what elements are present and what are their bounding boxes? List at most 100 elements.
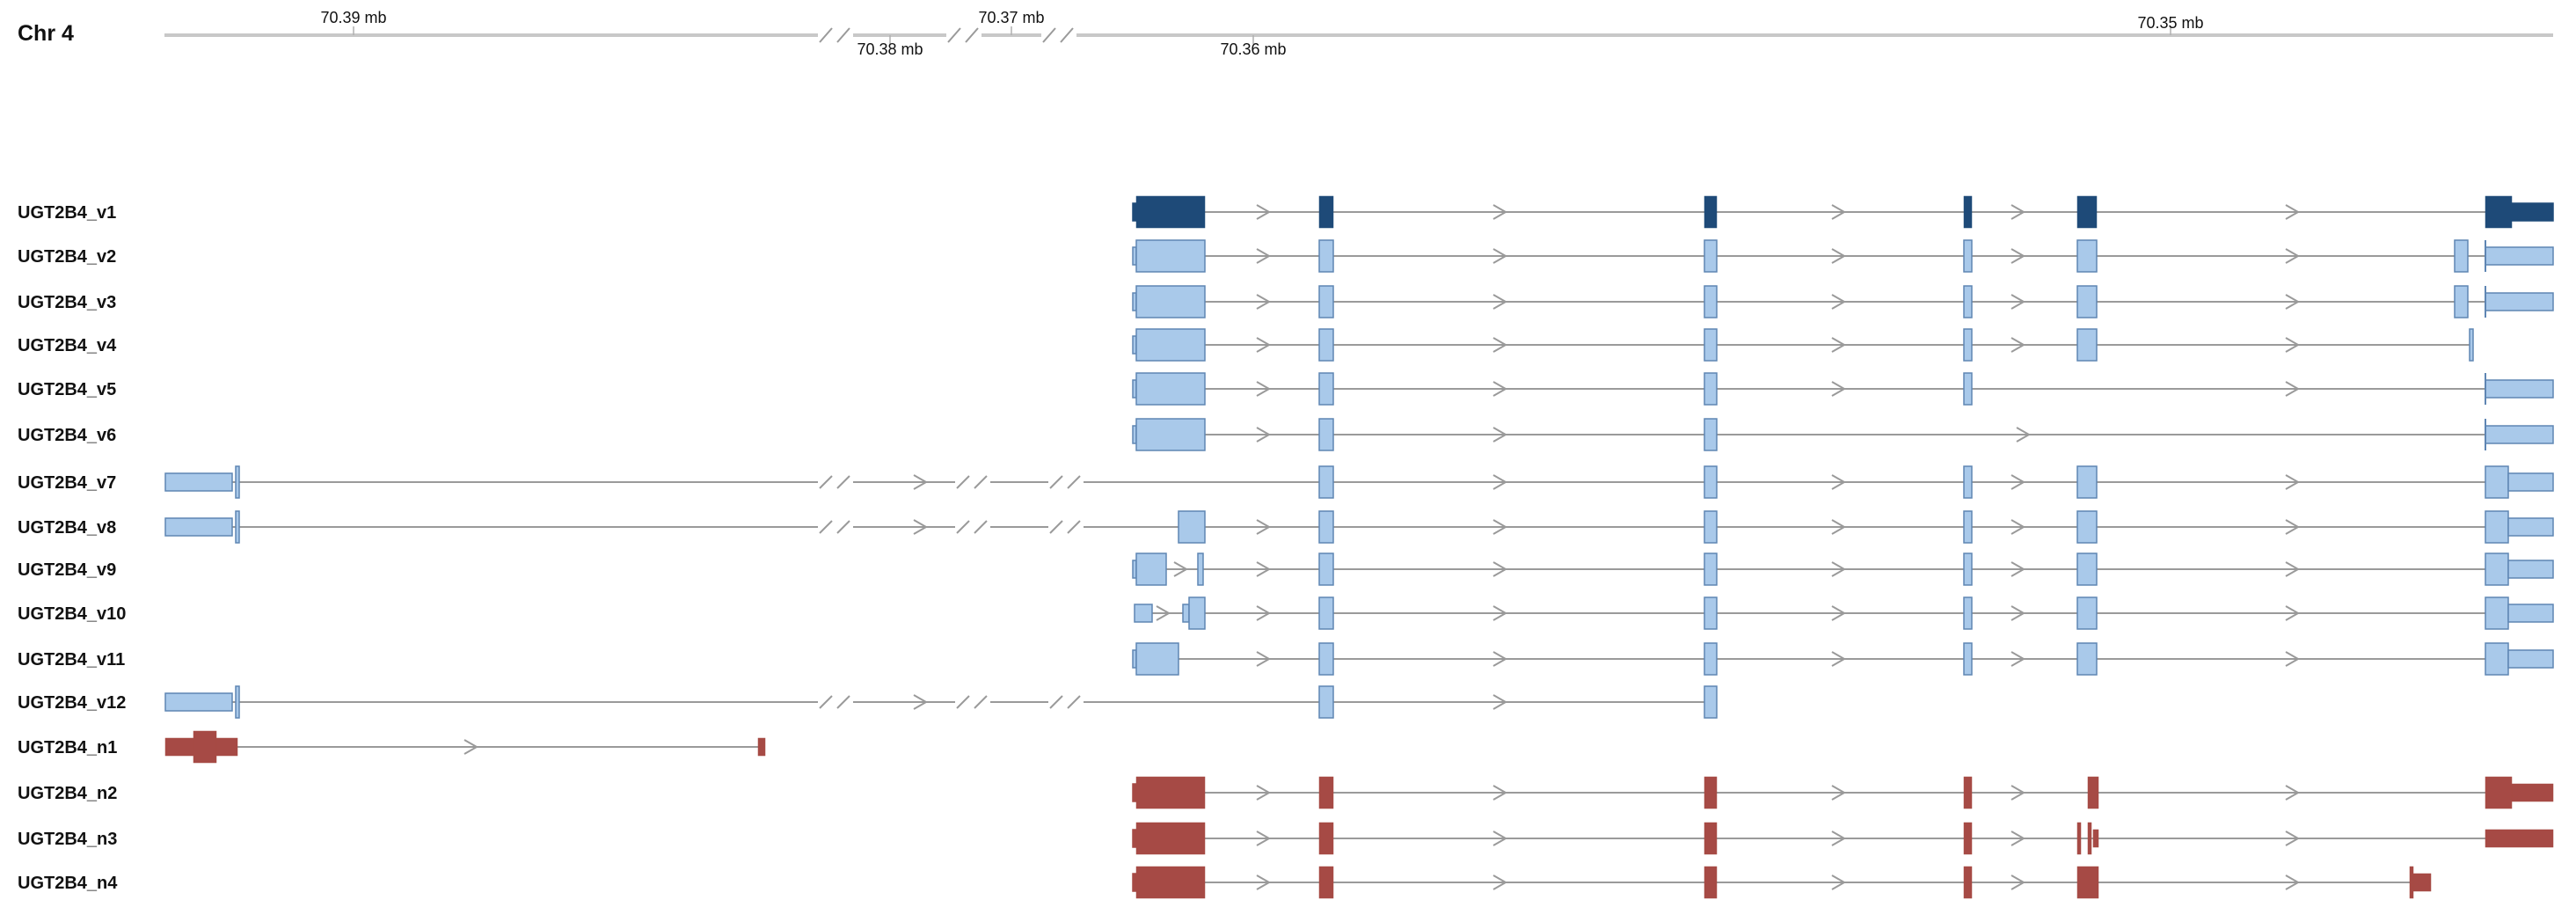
exon-block <box>2511 783 2554 802</box>
transcript-label: UGT2B4_v7 <box>18 473 116 493</box>
strand-chevron-icon <box>1256 785 1272 801</box>
exon-block <box>2507 560 2554 579</box>
break-icon <box>819 475 850 489</box>
exon-block <box>164 692 233 712</box>
exon-block <box>1318 510 1334 544</box>
exon-block <box>2454 285 2469 318</box>
axis-break-gap <box>818 28 853 42</box>
exon-block <box>1135 866 1206 899</box>
transcript-label: UGT2B4_n2 <box>18 784 117 803</box>
exon-block <box>2076 328 2098 362</box>
strand-chevron-icon <box>1831 605 1847 621</box>
strand-chevron-icon <box>1831 651 1847 667</box>
transcript-track-ugt2b4_v2: UGT2B4_v2 <box>18 239 2554 273</box>
strand-chevron-icon <box>2010 605 2026 621</box>
exon-block <box>1318 328 1334 362</box>
exon-block <box>2076 239 2098 273</box>
transcript-track-ugt2b4_v11: UGT2B4_v11 <box>18 642 2554 676</box>
strand-chevron-icon <box>1831 874 1847 890</box>
strand-chevron-icon <box>2010 294 2026 310</box>
exon-block <box>1704 465 1718 499</box>
exon-block <box>2485 425 2554 444</box>
strand-chevron-icon <box>463 739 479 755</box>
transcript-label: UGT2B4_v12 <box>18 693 126 713</box>
transcript-label: UGT2B4_v10 <box>18 604 126 624</box>
exon-block <box>1963 776 1973 809</box>
utr-block <box>1132 829 1137 848</box>
exon-block <box>1704 510 1718 544</box>
strand-chevron-icon <box>2285 204 2301 220</box>
exon-block <box>2485 379 2554 399</box>
strand-chevron-icon <box>2285 830 2301 846</box>
transcript-label: UGT2B4_n1 <box>18 738 117 757</box>
strand-chevron-icon <box>1256 381 1272 397</box>
strand-chevron-icon <box>1492 204 1508 220</box>
strand-chevron-icon <box>1173 561 1189 577</box>
break-icon <box>819 695 850 709</box>
transcript-track-ugt2b4_v9: UGT2B4_v9 <box>18 552 2554 586</box>
exon-block <box>1704 418 1718 451</box>
exon-block <box>1318 372 1334 406</box>
strand-chevron-icon <box>2285 519 2301 535</box>
exon-block <box>1178 510 1206 544</box>
strand-chevron-icon <box>1256 651 1272 667</box>
transcript-label: UGT2B4_v4 <box>18 336 117 355</box>
exon-block <box>1318 822 1334 855</box>
exon-block <box>1134 604 1153 623</box>
transcript-tracks: UGT2B4_v1 UGT2B4_v2 UGT2B4_v3 UGT2B4_v4 UGT2… <box>18 195 2554 899</box>
break-gap <box>818 696 853 708</box>
exon-block <box>1704 642 1718 676</box>
transcript-track-ugt2b4_v6: UGT2B4_v6 <box>18 418 2554 451</box>
exon-block <box>1704 866 1718 899</box>
exon-block <box>1135 776 1206 809</box>
axis-break-gap <box>946 28 982 42</box>
axis-break-icon <box>947 27 979 43</box>
exon-block <box>1704 328 1718 362</box>
strand-chevron-icon <box>1256 830 1272 846</box>
exon-block <box>1704 822 1718 855</box>
transcript-track-ugt2b4_v5: UGT2B4_v5 <box>18 372 2554 406</box>
strand-chevron-icon <box>1492 381 1508 397</box>
exon-block <box>1963 552 1973 586</box>
break-gap <box>955 521 990 533</box>
exon-block <box>1318 285 1334 318</box>
exon-block <box>2469 328 2474 362</box>
strand-chevron-icon <box>1831 248 1847 264</box>
axis-tick-label: 70.36 mb <box>1220 40 1286 58</box>
strand-chevron-icon <box>2010 204 2026 220</box>
exon-block <box>1318 596 1334 630</box>
strand-chevron-icon <box>1492 337 1508 353</box>
exon-block <box>1135 285 1206 318</box>
strand-chevron-icon <box>1492 605 1508 621</box>
exon-block <box>1135 328 1206 362</box>
exon-block <box>1135 552 1167 586</box>
exon-block <box>1318 642 1334 676</box>
exon-block <box>1963 195 1973 229</box>
strand-chevron-icon <box>1256 874 1272 890</box>
transcript-track-ugt2b4_n1: UGT2B4_n1 <box>18 730 766 764</box>
exon-block <box>2507 604 2554 623</box>
strand-chevron-icon <box>1492 294 1508 310</box>
break-icon <box>819 520 850 534</box>
exon-block <box>1704 776 1718 809</box>
exon-block <box>2485 292 2554 311</box>
strand-chevron-icon <box>1256 605 1272 621</box>
strand-chevron-icon <box>1831 474 1847 490</box>
transcript-track-ugt2b4_v3: UGT2B4_v3 <box>18 285 2554 318</box>
break-gap <box>818 521 853 533</box>
strand-chevron-icon <box>1831 519 1847 535</box>
transcript-label: UGT2B4_v2 <box>18 247 116 267</box>
exon-block <box>1704 685 1718 719</box>
exon-block <box>1135 822 1206 855</box>
transcript-track-ugt2b4_n4: UGT2B4_n4 <box>18 866 2432 899</box>
transcript-track-ugt2b4_v8: UGT2B4_v8 <box>18 510 2554 544</box>
transcript-track-ugt2b4_v12: UGT2B4_v12 <box>18 685 1718 719</box>
exon-block <box>164 472 233 492</box>
exon-block <box>2485 596 2509 630</box>
exon-block <box>1963 596 1973 630</box>
strand-chevron-icon <box>1831 294 1847 310</box>
transcript-label: UGT2B4_v5 <box>18 380 116 399</box>
utr-block <box>2511 202 2554 222</box>
strand-chevron-icon <box>1256 337 1272 353</box>
strand-chevron-icon <box>1256 561 1272 577</box>
